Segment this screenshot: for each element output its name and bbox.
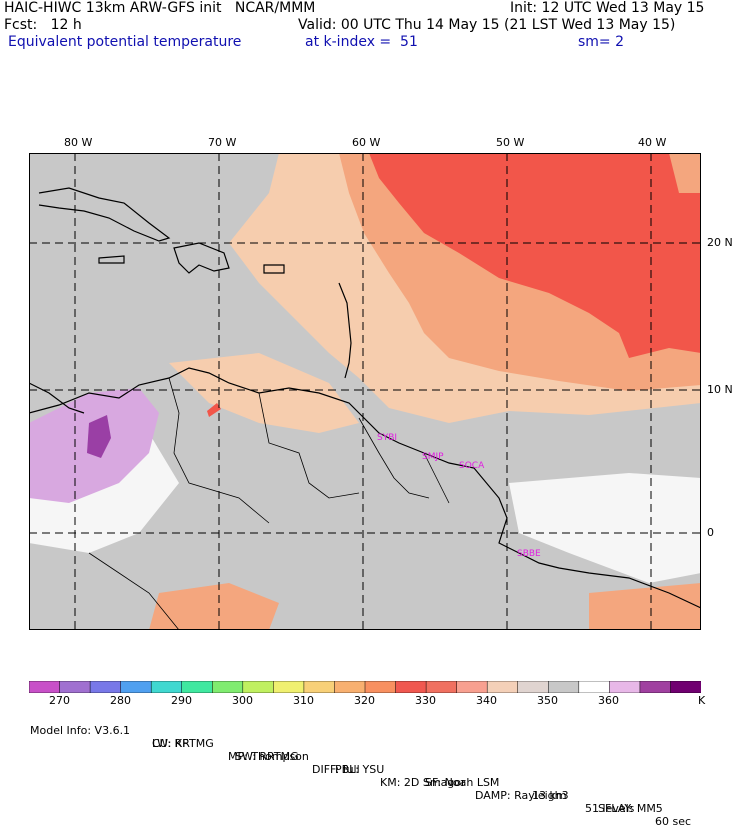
border-line-2	[258, 392, 360, 499]
hispaniola-coastline	[173, 242, 230, 274]
colorbar-tick-320: 320	[354, 694, 375, 707]
colorbar-swatch	[242, 681, 275, 693]
colorbar-swatch	[548, 681, 580, 693]
colorbar-swatch	[670, 681, 701, 693]
border-line-3	[358, 417, 430, 499]
field-salmon-southwest	[149, 583, 279, 630]
colorbar-tick-330: 330	[415, 694, 436, 707]
south-america-coastline	[29, 367, 701, 609]
field-white-south	[509, 473, 701, 583]
border-line-4	[423, 452, 450, 504]
colorbar-swatch	[212, 681, 244, 693]
colorbar-swatch	[517, 681, 550, 693]
lat-lon-grid	[29, 153, 701, 630]
colorbar-tick-280: 280	[110, 694, 131, 707]
colorbar-swatch	[120, 681, 152, 693]
border-line-1	[168, 377, 270, 524]
smoothing-label: sm= 2	[578, 34, 625, 50]
field-purple-core	[87, 415, 111, 458]
colorbar-swatch	[456, 681, 488, 693]
lesser-antilles-arc	[338, 282, 352, 379]
footer-km: KM: 2D Smagor	[380, 776, 466, 789]
header-valid-time: Valid: 00 UTC Thu 14 May 15 (21 LST Wed …	[298, 17, 676, 33]
colorbar-swatch	[639, 681, 672, 693]
footer-physics-info: LW: RRTMG SW: RRTMG DIFF: full KM: 2D Sm…	[30, 724, 663, 815]
lat-label-equator: 0	[707, 526, 714, 539]
field-level: at k-index = 51	[305, 34, 418, 50]
footer-model-version: Model Info: V3.6.1	[30, 724, 131, 737]
footer-sw: SW: RRTMG	[235, 750, 299, 763]
map-frame	[29, 153, 701, 630]
colorbar-unit: K	[698, 694, 706, 707]
colorbar-swatch	[578, 681, 611, 693]
colorbar-swatch	[486, 681, 519, 693]
colorbar-tick-300: 300	[232, 694, 253, 707]
station-label-soca: SOCA	[459, 461, 485, 471]
header-model-title: HAIC-HIWC 13km ARW-GFS init NCAR/MMM	[4, 0, 316, 16]
colorbar-swatch	[29, 681, 61, 693]
jamaica-coastline	[98, 255, 125, 264]
footer-diff: DIFF: full	[312, 763, 360, 776]
lat-label-10n: 10 N	[707, 383, 733, 396]
header-init-time: Init: 12 UTC Wed 13 May 15	[510, 0, 705, 16]
station-label-sybi: SYBI	[377, 433, 397, 443]
lon-label-50w: 50 W	[496, 136, 525, 149]
colorbar-swatch	[425, 681, 458, 693]
theta-e-map: SYBI SMJP SOCA SBBE	[29, 153, 701, 630]
central-america-coastline	[29, 382, 85, 414]
header-forecast-hour: Fcst: 12 h	[4, 17, 82, 33]
colorbar-swatch	[364, 681, 397, 693]
colorbar-tick-340: 340	[476, 694, 497, 707]
cuba-coastline	[38, 187, 171, 242]
colorbar	[29, 681, 701, 693]
colorbar-swatch	[150, 681, 183, 693]
colorbar-tick-310: 310	[293, 694, 314, 707]
lon-label-80w: 80 W	[64, 136, 93, 149]
colorbar-tick-270: 270	[49, 694, 70, 707]
colorbar-swatch	[303, 681, 336, 693]
colorbar-swatch	[609, 681, 641, 693]
footer-damp: DAMP: Rayleigh3	[475, 789, 569, 802]
footer-timestep: 60 sec	[655, 815, 692, 828]
puerto-rico-coastline	[263, 264, 285, 274]
border-line-5	[88, 552, 180, 630]
colorbar-tick-290: 290	[171, 694, 192, 707]
colorbar-swatch	[181, 681, 214, 693]
lon-label-40w: 40 W	[638, 136, 667, 149]
borders	[88, 377, 450, 630]
station-label-smjp: SMJP	[422, 452, 444, 462]
colorbar-swatch	[334, 681, 366, 693]
footer-lw: LW: RRTMG	[152, 737, 214, 750]
lon-label-70w: 70 W	[208, 136, 237, 149]
colorbar-swatch	[395, 681, 427, 693]
colorbar-tick-350: 350	[537, 694, 558, 707]
field-red-spot	[207, 403, 221, 417]
station-label-sbbe: SBBE	[517, 549, 541, 559]
field-peach-south	[169, 353, 359, 433]
colorbar-tick-360: 360	[598, 694, 619, 707]
lon-label-60w: 60 W	[352, 136, 381, 149]
footer-sflay: SFLAY: MM5	[598, 802, 663, 815]
field-shading	[29, 153, 701, 630]
lat-label-20n: 20 N	[707, 236, 733, 249]
coastlines	[29, 187, 701, 609]
colorbar-swatch	[89, 681, 122, 693]
colorbar-swatch	[59, 681, 91, 693]
field-name: Equivalent potential temperature	[8, 34, 242, 50]
field-red-region	[369, 153, 701, 358]
colorbar-swatch	[273, 681, 305, 693]
